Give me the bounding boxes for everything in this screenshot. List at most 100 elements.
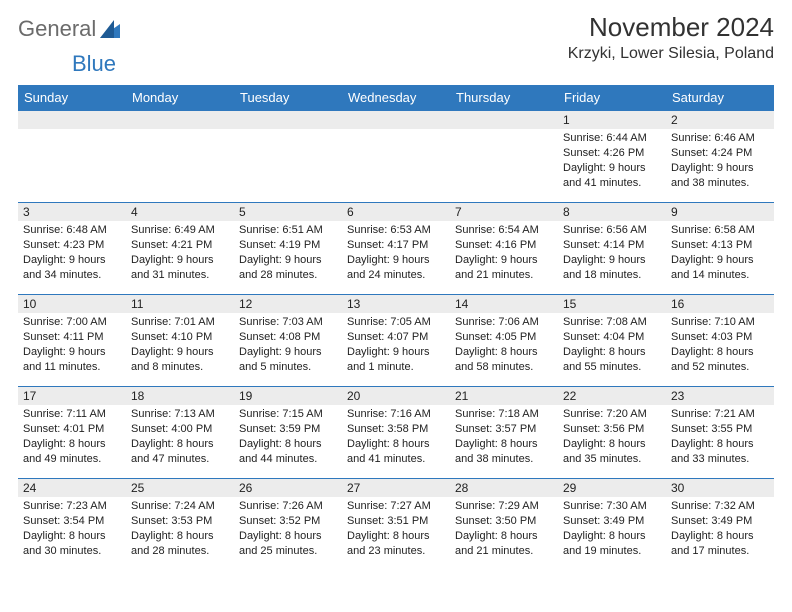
sunset-text: Sunset: 4:26 PM <box>563 146 661 161</box>
sunset-text: Sunset: 3:53 PM <box>131 514 229 529</box>
sunset-text: Sunset: 4:11 PM <box>23 330 121 345</box>
calendar-cell <box>450 111 558 203</box>
sunset-text: Sunset: 4:05 PM <box>455 330 553 345</box>
day-header: Friday <box>558 85 666 111</box>
day-details: Sunrise: 7:06 AMSunset: 4:05 PMDaylight:… <box>450 313 558 378</box>
daylight-text: Daylight: 9 hours and 18 minutes. <box>563 253 661 283</box>
sunset-text: Sunset: 4:00 PM <box>131 422 229 437</box>
day-number: 17 <box>18 387 126 405</box>
sunrise-text: Sunrise: 7:10 AM <box>671 315 769 330</box>
sunrise-text: Sunrise: 7:29 AM <box>455 499 553 514</box>
calendar-week: 24Sunrise: 7:23 AMSunset: 3:54 PMDayligh… <box>18 479 774 571</box>
daylight-text: Daylight: 9 hours and 5 minutes. <box>239 345 337 375</box>
sunset-text: Sunset: 4:08 PM <box>239 330 337 345</box>
logo: General <box>18 12 124 42</box>
sunset-text: Sunset: 4:01 PM <box>23 422 121 437</box>
sunrise-text: Sunrise: 7:03 AM <box>239 315 337 330</box>
calendar-cell: 10Sunrise: 7:00 AMSunset: 4:11 PMDayligh… <box>18 295 126 387</box>
sunset-text: Sunset: 3:51 PM <box>347 514 445 529</box>
sunset-text: Sunset: 4:21 PM <box>131 238 229 253</box>
day-details: Sunrise: 6:58 AMSunset: 4:13 PMDaylight:… <box>666 221 774 286</box>
day-details: Sunrise: 7:20 AMSunset: 3:56 PMDaylight:… <box>558 405 666 470</box>
calendar-cell: 29Sunrise: 7:30 AMSunset: 3:49 PMDayligh… <box>558 479 666 571</box>
sunset-text: Sunset: 3:50 PM <box>455 514 553 529</box>
daylight-text: Daylight: 9 hours and 38 minutes. <box>671 161 769 191</box>
sunset-text: Sunset: 3:57 PM <box>455 422 553 437</box>
day-number: 22 <box>558 387 666 405</box>
sunrise-text: Sunrise: 7:30 AM <box>563 499 661 514</box>
day-details: Sunrise: 7:13 AMSunset: 4:00 PMDaylight:… <box>126 405 234 470</box>
day-number: 1 <box>558 111 666 129</box>
calendar-cell: 11Sunrise: 7:01 AMSunset: 4:10 PMDayligh… <box>126 295 234 387</box>
sunrise-text: Sunrise: 7:21 AM <box>671 407 769 422</box>
day-number: 5 <box>234 203 342 221</box>
day-number: 18 <box>126 387 234 405</box>
sunset-text: Sunset: 3:58 PM <box>347 422 445 437</box>
daylight-text: Daylight: 8 hours and 35 minutes. <box>563 437 661 467</box>
day-number: 21 <box>450 387 558 405</box>
sunrise-text: Sunrise: 7:05 AM <box>347 315 445 330</box>
day-number: 10 <box>18 295 126 313</box>
daylight-text: Daylight: 9 hours and 11 minutes. <box>23 345 121 375</box>
daylight-text: Daylight: 8 hours and 41 minutes. <box>347 437 445 467</box>
daylight-text: Daylight: 9 hours and 31 minutes. <box>131 253 229 283</box>
day-details: Sunrise: 7:00 AMSunset: 4:11 PMDaylight:… <box>18 313 126 378</box>
daylight-text: Daylight: 9 hours and 14 minutes. <box>671 253 769 283</box>
day-details: Sunrise: 7:03 AMSunset: 4:08 PMDaylight:… <box>234 313 342 378</box>
day-details: Sunrise: 7:16 AMSunset: 3:58 PMDaylight:… <box>342 405 450 470</box>
calendar-cell: 8Sunrise: 6:56 AMSunset: 4:14 PMDaylight… <box>558 203 666 295</box>
day-number: 6 <box>342 203 450 221</box>
day-details: Sunrise: 7:26 AMSunset: 3:52 PMDaylight:… <box>234 497 342 562</box>
day-details: Sunrise: 7:27 AMSunset: 3:51 PMDaylight:… <box>342 497 450 562</box>
daylight-text: Daylight: 8 hours and 30 minutes. <box>23 529 121 559</box>
sunrise-text: Sunrise: 6:44 AM <box>563 131 661 146</box>
sunrise-text: Sunrise: 7:01 AM <box>131 315 229 330</box>
day-details: Sunrise: 6:49 AMSunset: 4:21 PMDaylight:… <box>126 221 234 286</box>
sunset-text: Sunset: 3:54 PM <box>23 514 121 529</box>
day-number: 28 <box>450 479 558 497</box>
sunrise-text: Sunrise: 6:58 AM <box>671 223 769 238</box>
daylight-text: Daylight: 9 hours and 34 minutes. <box>23 253 121 283</box>
daylight-text: Daylight: 8 hours and 55 minutes. <box>563 345 661 375</box>
sunrise-text: Sunrise: 6:54 AM <box>455 223 553 238</box>
sunrise-text: Sunrise: 7:00 AM <box>23 315 121 330</box>
calendar-cell: 26Sunrise: 7:26 AMSunset: 3:52 PMDayligh… <box>234 479 342 571</box>
sunrise-text: Sunrise: 7:15 AM <box>239 407 337 422</box>
daylight-text: Daylight: 8 hours and 58 minutes. <box>455 345 553 375</box>
day-details: Sunrise: 7:10 AMSunset: 4:03 PMDaylight:… <box>666 313 774 378</box>
sunset-text: Sunset: 4:07 PM <box>347 330 445 345</box>
calendar-cell: 23Sunrise: 7:21 AMSunset: 3:55 PMDayligh… <box>666 387 774 479</box>
calendar-cell <box>342 111 450 203</box>
daylight-text: Daylight: 8 hours and 38 minutes. <box>455 437 553 467</box>
calendar-body: 1 Sunrise: 6:44 AMSunset: 4:26 PM Daylight… <box>18 111 774 571</box>
sunrise-text: Sunrise: 6:51 AM <box>239 223 337 238</box>
calendar-cell: 17Sunrise: 7:11 AMSunset: 4:01 PMDayligh… <box>18 387 126 479</box>
day-header: Thursday <box>450 85 558 111</box>
daylight-text: Daylight: 9 hours and 28 minutes. <box>239 253 337 283</box>
day-number: 2 <box>666 111 774 129</box>
sunset-text: Sunset: 3:49 PM <box>563 514 661 529</box>
calendar-head: SundayMondayTuesdayWednesdayThursdayFrid… <box>18 85 774 111</box>
day-details: Sunrise: 7:05 AMSunset: 4:07 PMDaylight:… <box>342 313 450 378</box>
logo-text-blue: Blue <box>72 51 116 76</box>
daylight-text: Daylight: 8 hours and 52 minutes. <box>671 345 769 375</box>
sunrise-text: Sunrise: 6:49 AM <box>131 223 229 238</box>
sunrise-text: Sunrise: 7:16 AM <box>347 407 445 422</box>
daylight-text: Daylight: 8 hours and 47 minutes. <box>131 437 229 467</box>
daylight-text: Daylight: 8 hours and 28 minutes. <box>131 529 229 559</box>
calendar-week: 1 Sunrise: 6:44 AMSunset: 4:26 PM Daylight… <box>18 111 774 203</box>
logo-text-general: General <box>18 16 96 42</box>
day-header: Sunday <box>18 85 126 111</box>
daylight-text: Daylight: 8 hours and 25 minutes. <box>239 529 337 559</box>
day-details: Sunrise: 6:53 AMSunset: 4:17 PMDaylight:… <box>342 221 450 286</box>
calendar-cell <box>234 111 342 203</box>
daylight-text: Daylight: 8 hours and 33 minutes. <box>671 437 769 467</box>
calendar-cell: 1Sunrise: 6:44 AMSunset: 4:26 PMDaylight… <box>558 111 666 203</box>
calendar-cell: 9Sunrise: 6:58 AMSunset: 4:13 PMDaylight… <box>666 203 774 295</box>
sunrise-text: Sunrise: 6:48 AM <box>23 223 121 238</box>
sunset-text: Sunset: 3:56 PM <box>563 422 661 437</box>
day-number: 23 <box>666 387 774 405</box>
day-details: Sunrise: 6:46 AMSunset: 4:24 PMDaylight:… <box>666 129 774 194</box>
calendar-cell: 14Sunrise: 7:06 AMSunset: 4:05 PMDayligh… <box>450 295 558 387</box>
sunset-text: Sunset: 4:14 PM <box>563 238 661 253</box>
